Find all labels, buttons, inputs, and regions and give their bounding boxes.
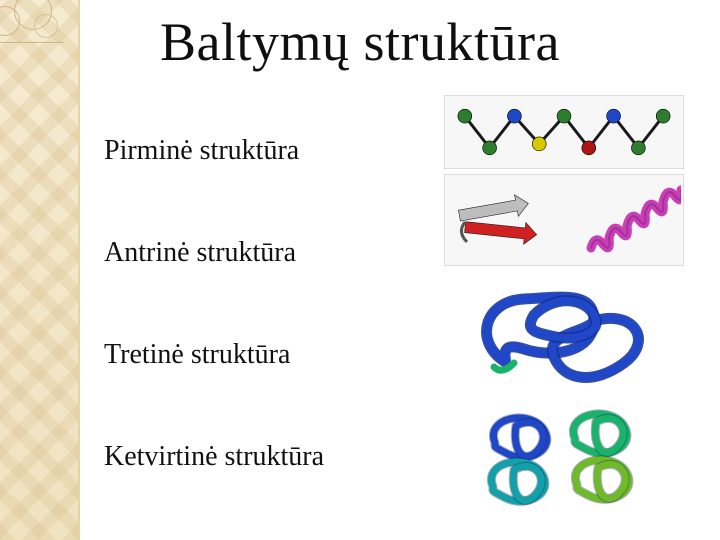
beta-sheet-panel [447, 181, 557, 259]
label-tertiary-structure: Tretinė struktūra [104, 340, 434, 371]
left-strip-rule [78, 0, 80, 540]
figure-quaternary-structure [444, 396, 684, 520]
figure-primary-structure [444, 95, 684, 169]
figure-secondary-structure [444, 174, 684, 266]
quaternary-complex-icon [444, 396, 684, 520]
tertiary-ribbon-icon [444, 271, 684, 391]
slide-body: Pirminė struktūra Antrinė struktūra Tret… [100, 92, 700, 522]
label-primary-structure: Pirminė struktūra [104, 136, 434, 167]
molecular-chain-icon [445, 95, 683, 169]
figure-tertiary-structure [444, 271, 684, 391]
label-quaternary-structure: Ketvirtinė struktūra [104, 442, 434, 473]
structure-labels-column: Pirminė struktūra Antrinė struktūra Tret… [100, 92, 434, 522]
left-decorative-strip [0, 0, 78, 540]
alpha-helix-panel [571, 181, 681, 259]
corner-flourish [0, 0, 90, 60]
presentation-slide: Baltymų struktūra Pirminė struktūra Antr… [0, 0, 720, 540]
label-secondary-structure: Antrinė struktūra [104, 238, 434, 269]
alpha-helix-icon [571, 180, 681, 260]
structure-figures-column [434, 92, 700, 522]
beta-sheet-icon [447, 180, 557, 260]
slide-title: Baltymų struktūra [160, 14, 720, 71]
